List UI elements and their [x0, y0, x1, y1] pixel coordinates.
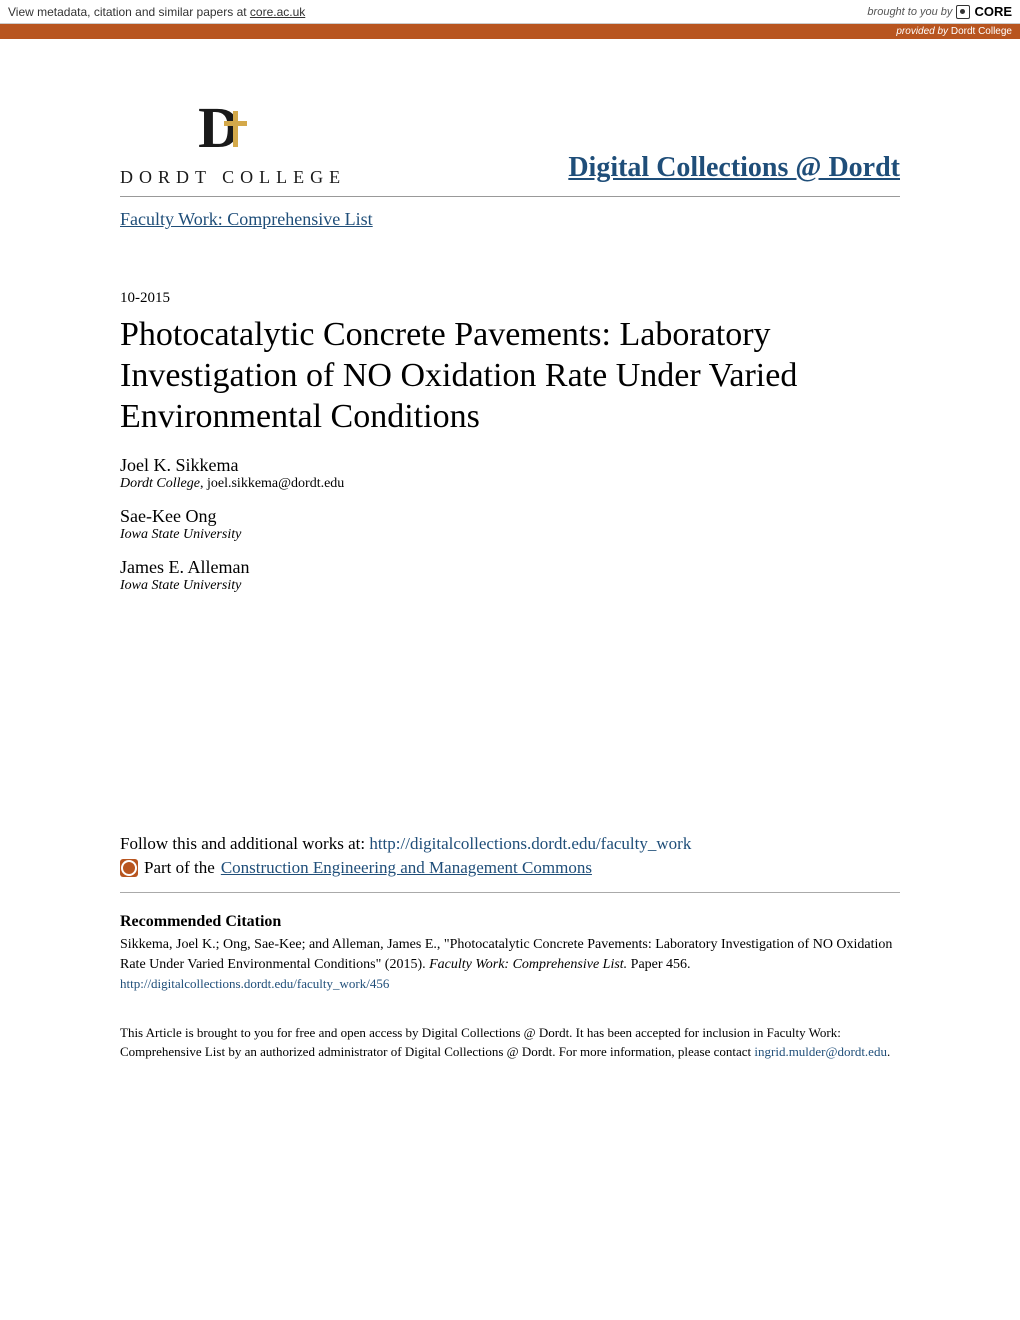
core-banner-right: brought to you by CORE: [867, 4, 1012, 19]
footer-body: This Article is brought to you for free …: [120, 1025, 841, 1060]
site-title-link[interactable]: Digital Collections @ Dordt: [568, 152, 900, 184]
paper-title: Photocatalytic Concrete Pavements: Labor…: [120, 315, 900, 437]
logo-mark: D: [198, 99, 268, 159]
repository-link[interactable]: http://digitalcollections.dordt.edu/facu…: [369, 834, 691, 853]
core-banner-left: View metadata, citation and similar pape…: [8, 5, 305, 19]
author-block-2: Sae-Kee Ong Iowa State University: [120, 506, 900, 543]
author-affiliation: Iowa State University: [120, 527, 900, 543]
citation-text: Sikkema, Joel K.; Ong, Sae-Kee; and Alle…: [120, 935, 900, 974]
author-name: James E. Alleman: [120, 557, 900, 578]
follow-prefix: Follow this and additional works at:: [120, 834, 369, 853]
metadata-text: View metadata, citation and similar pape…: [8, 5, 250, 19]
citation-link[interactable]: http://digitalcollections.dordt.edu/facu…: [120, 976, 389, 991]
divider: [120, 196, 900, 197]
core-icon: [956, 5, 970, 19]
paper-number: Paper 456.: [627, 957, 690, 972]
author-affiliation: Dordt College, joel.sikkema@dordt.edu: [120, 476, 900, 492]
core-banner: View metadata, citation and similar pape…: [0, 0, 1020, 24]
provider-name: Dordt College: [951, 26, 1012, 37]
header-row: D DORDT COLLEGE Digital Collections @ Do…: [120, 99, 900, 188]
logo-text: DORDT COLLEGE: [120, 167, 346, 188]
logo-block: D DORDT COLLEGE: [120, 99, 346, 188]
series-title: Faculty Work: Comprehensive List.: [429, 957, 627, 972]
page-content: D DORDT COLLEGE Digital Collections @ Do…: [0, 39, 1020, 1102]
core-brand: CORE: [974, 4, 1012, 19]
author-block-1: Joel K. Sikkema Dordt College, joel.sikk…: [120, 455, 900, 492]
network-icon: [120, 859, 138, 877]
partof-row: Part of the Construction Engineering and…: [120, 858, 900, 878]
provider-bar: provided by Dordt College: [0, 24, 1020, 39]
breadcrumb-link[interactable]: Faculty Work: Comprehensive List: [120, 209, 373, 229]
author-affiliation: Iowa State University: [120, 578, 900, 594]
logo-cross-icon: [222, 111, 248, 147]
follow-text: Follow this and additional works at: htt…: [120, 834, 900, 854]
partof-prefix: Part of the: [144, 858, 215, 878]
publication-date: 10-2015: [120, 290, 900, 307]
citation-heading: Recommended Citation: [120, 913, 900, 931]
provided-by-label: provided by: [896, 26, 950, 37]
divider: [120, 892, 900, 893]
author-email: , joel.sikkema@dordt.edu: [200, 476, 344, 491]
footer-text: This Article is brought to you for free …: [120, 1023, 900, 1062]
author-name: Joel K. Sikkema: [120, 455, 900, 476]
author-name: Sae-Kee Ong: [120, 506, 900, 527]
footer-period: .: [887, 1044, 890, 1059]
commons-link[interactable]: Construction Engineering and Management …: [221, 858, 592, 878]
core-link[interactable]: core.ac.uk: [250, 5, 305, 19]
contact-email-link[interactable]: ingrid.mulder@dordt.edu: [754, 1044, 887, 1059]
brought-by-text: brought to you by: [867, 6, 952, 18]
follow-section: Follow this and additional works at: htt…: [120, 834, 900, 878]
citation-section: Recommended Citation Sikkema, Joel K.; O…: [120, 913, 900, 992]
author-block-3: James E. Alleman Iowa State University: [120, 557, 900, 594]
